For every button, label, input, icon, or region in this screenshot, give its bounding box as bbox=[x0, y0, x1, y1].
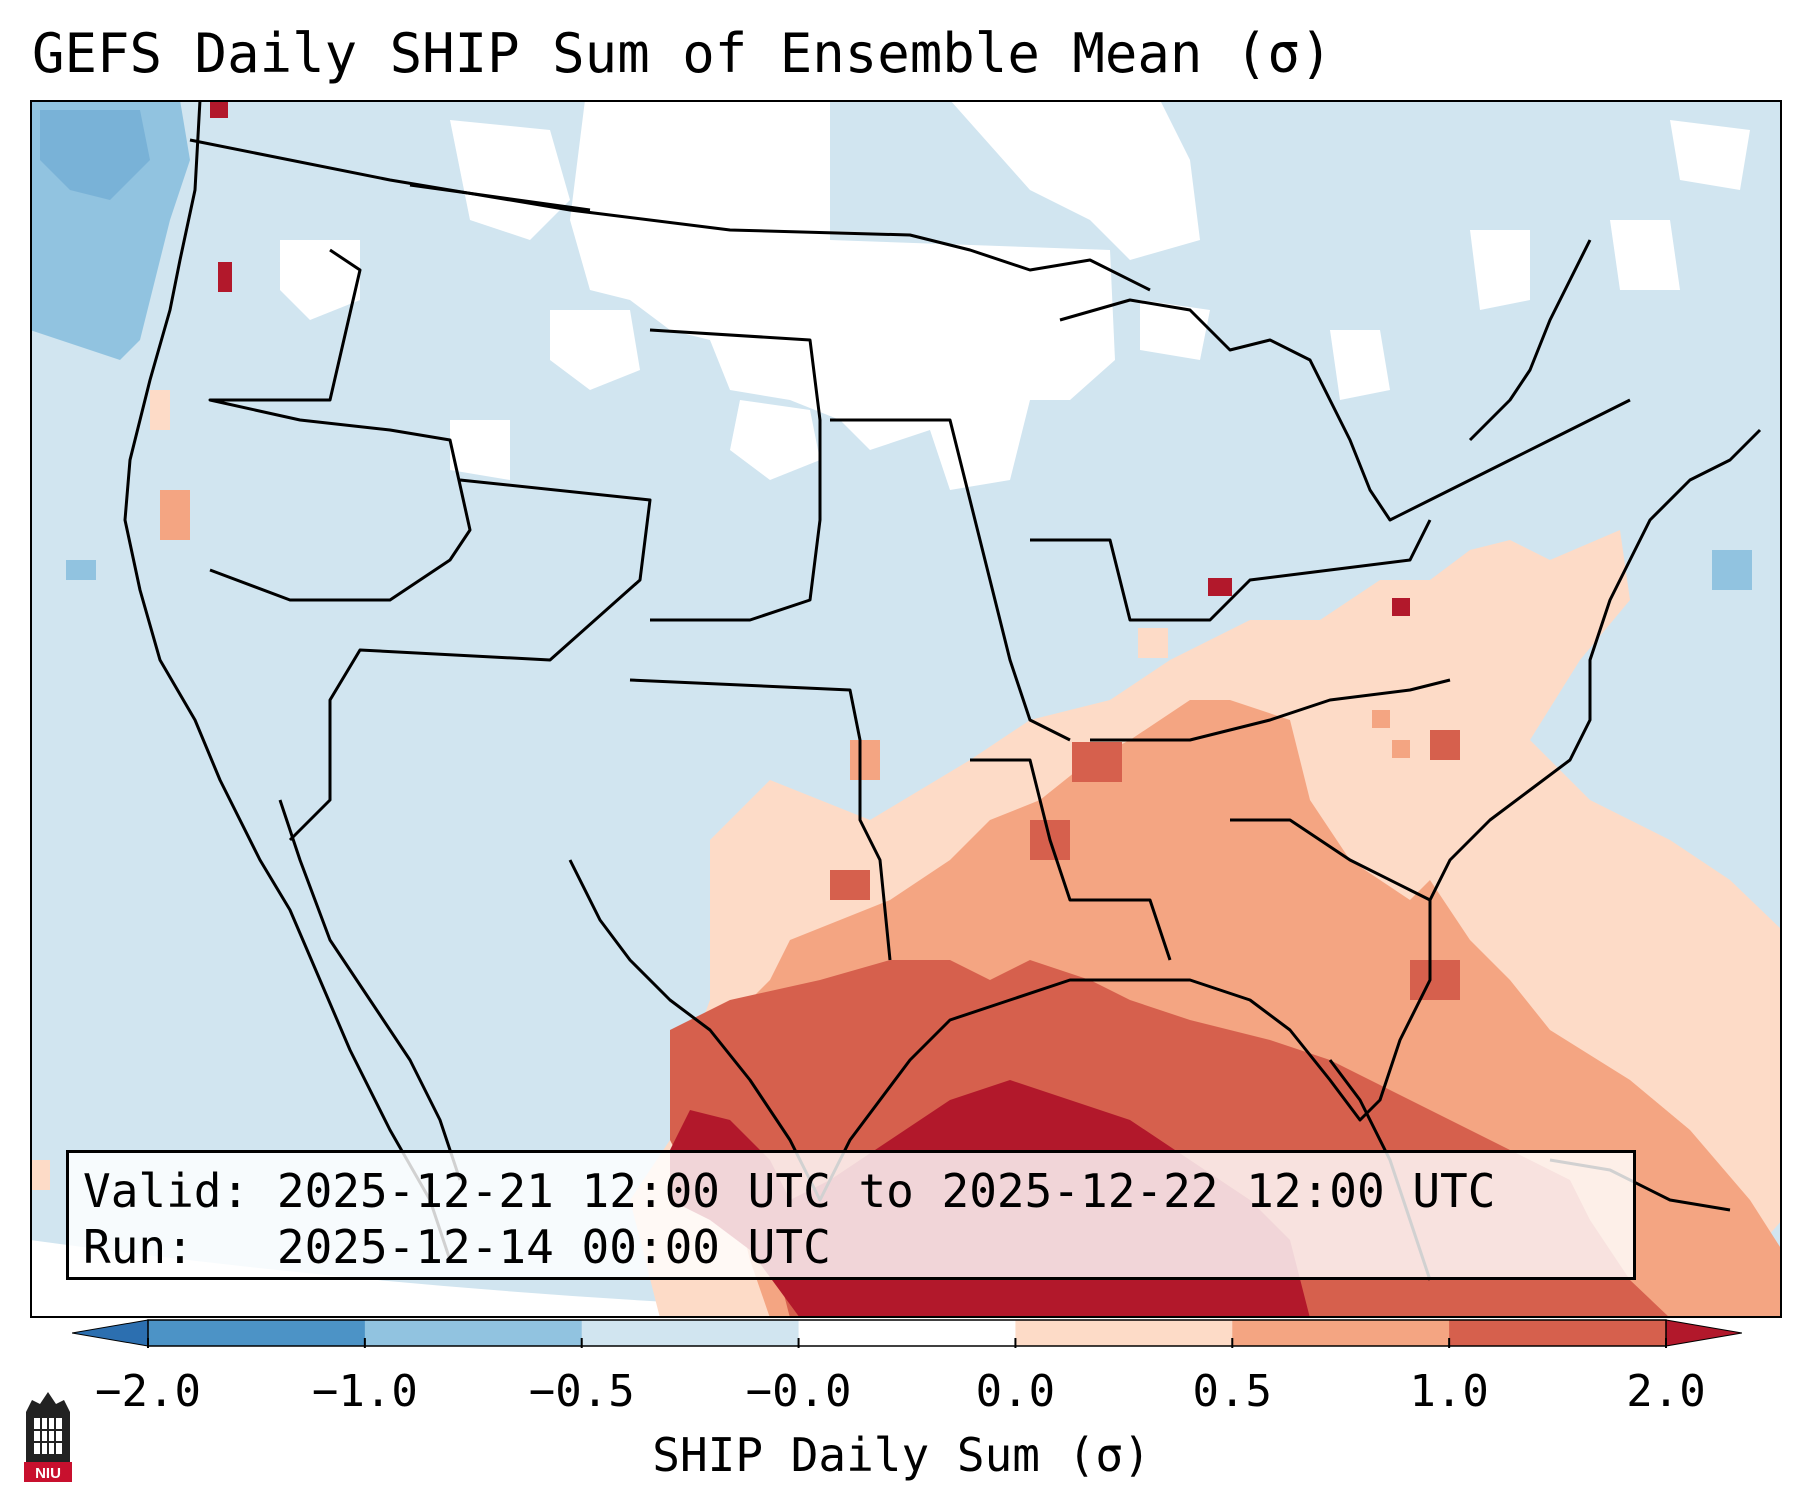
run-row: Run: 2025-12-14 00:00 UTC bbox=[83, 1219, 1619, 1275]
state-lines-carolinas bbox=[1230, 818, 1431, 902]
colorbar bbox=[72, 1319, 1742, 1348]
colorbar-tick-label: −1.0 bbox=[311, 1366, 418, 1417]
colorbar-bin bbox=[798, 1320, 1016, 1346]
colorbar-tick-label: 2.0 bbox=[1626, 1366, 1706, 1417]
baja-coast bbox=[278, 799, 462, 1181]
colorbar-tick-label: −2.0 bbox=[95, 1366, 201, 1417]
valid-label: Valid: bbox=[83, 1164, 250, 1218]
state-lines-mountain bbox=[288, 478, 652, 842]
positive-anomaly-0.5-1-patches bbox=[160, 490, 1410, 780]
colorbar-outline bbox=[147, 1319, 1667, 1347]
colorbar-bin bbox=[364, 1320, 583, 1346]
state-lines-new-england bbox=[1468, 239, 1592, 442]
ship-field-map bbox=[30, 100, 1782, 1318]
colorbar-tick-label: 0.5 bbox=[1192, 1366, 1273, 1417]
state-lines-east bbox=[1030, 519, 1432, 622]
gulf-coast bbox=[568, 428, 1762, 1202]
near-zero-regions bbox=[280, 100, 1750, 490]
run-value: 2025-12-14 00:00 UTC bbox=[276, 1220, 831, 1274]
colorbar-bin bbox=[1015, 1320, 1233, 1346]
colorbar-tick-label: 1.0 bbox=[1409, 1366, 1489, 1417]
valid-value: 2025-12-21 12:00 UTC to 2025-12-22 12:00… bbox=[276, 1164, 1496, 1218]
state-lines-southeast bbox=[1090, 678, 1451, 742]
positive-anomaly-small-patches bbox=[30, 390, 1168, 1190]
colorbar-extend-high bbox=[1665, 1319, 1742, 1347]
valid-row: Valid: 2025-12-21 12:00 UTC to 2025-12-2… bbox=[83, 1163, 1619, 1219]
colorbar-title: SHIP Daily Sum (σ) bbox=[652, 1428, 1151, 1482]
colorbar-tick-label: 0.0 bbox=[975, 1366, 1056, 1417]
colorbar-bin bbox=[148, 1320, 366, 1346]
state-lines-midwest bbox=[830, 418, 1071, 742]
run-label: Run: bbox=[83, 1220, 194, 1274]
state-lines-south bbox=[970, 758, 1172, 961]
colorbar-extend-low bbox=[72, 1319, 149, 1347]
positive-anomaly-1-2-patches bbox=[830, 730, 1460, 1000]
state-lines-plains-1 bbox=[649, 328, 822, 622]
state-lines-plains-2 bbox=[629, 678, 892, 961]
montana-north bbox=[409, 183, 591, 212]
positive-anomaly-gt-2-patches bbox=[210, 100, 1410, 616]
svg-text:NIU: NIU bbox=[35, 1465, 61, 1482]
great-lakes-outline bbox=[1059, 298, 1631, 522]
map-panel bbox=[30, 100, 1782, 1318]
state-lines-west bbox=[208, 248, 472, 602]
colorbar-bin bbox=[1232, 1320, 1450, 1346]
colorbar-bin bbox=[1449, 1320, 1667, 1346]
west-coast bbox=[123, 100, 452, 1261]
colorbar-tick-label: −0.5 bbox=[528, 1366, 635, 1417]
chart-title: GEFS Daily SHIP Sum of Ensemble Mean (σ) bbox=[32, 22, 1333, 85]
niu-logo: NIU bbox=[24, 1392, 72, 1482]
colorbar-bin bbox=[581, 1320, 800, 1346]
info-box: Valid: 2025-12-21 12:00 UTC to 2025-12-2… bbox=[66, 1150, 1636, 1280]
colorbar-tick-label: −0.0 bbox=[745, 1366, 852, 1417]
